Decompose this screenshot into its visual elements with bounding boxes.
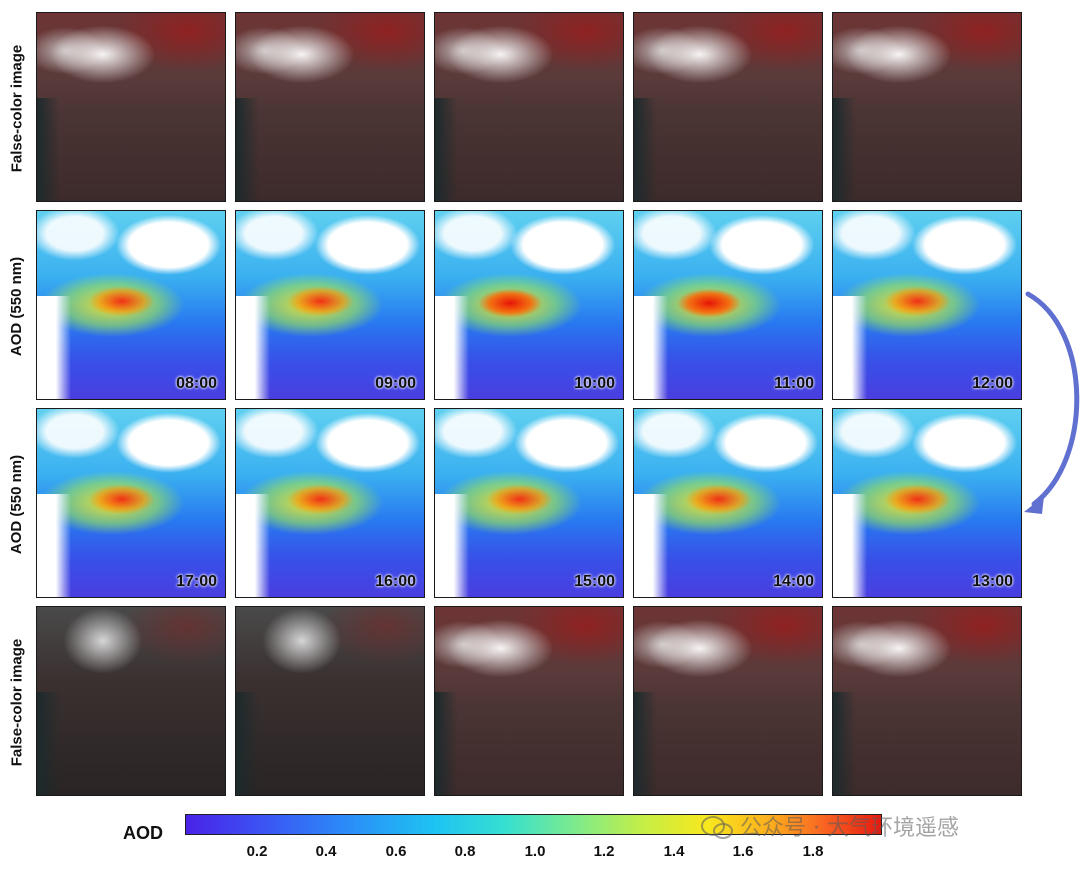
false-color-panel	[832, 12, 1022, 202]
row-label-text: AOD (550 nm)	[8, 454, 26, 554]
colorbar-tick: 1.0	[524, 843, 546, 860]
watermark: 公众号 · 大气环境遥感	[740, 810, 959, 842]
aod-map-panel: 12:00	[832, 210, 1022, 400]
colorbar-tick: 1.4	[663, 843, 685, 860]
row-label-text: False-color image	[8, 638, 26, 766]
wechat-icon	[701, 816, 733, 839]
colorbar-tick: 0.6	[385, 843, 407, 860]
colorbar-tick: 0.8	[454, 843, 476, 860]
row-label-false-color-top: False-color image	[0, 12, 34, 204]
false-color-panel	[633, 12, 823, 202]
colorbar-title: AOD	[123, 823, 163, 843]
time-label: 09:00	[375, 375, 416, 392]
false-color-panel	[434, 606, 624, 796]
colorbar-tick: 0.4	[315, 843, 337, 860]
false-color-panel	[434, 12, 624, 202]
aod-map-panel: 16:00	[235, 408, 425, 598]
aod-map-panel: 08:00	[36, 210, 226, 400]
aod-map-panel: 10:00	[434, 210, 624, 400]
row-label-text: False-color image	[8, 44, 26, 172]
time-label: 15:00	[574, 573, 615, 590]
time-label: 14:00	[773, 573, 814, 590]
time-label: 16:00	[375, 573, 416, 590]
aod-map-panel: 14:00	[633, 408, 823, 598]
colorbar-tick: 1.8	[802, 843, 824, 860]
false-color-panel	[832, 606, 1022, 796]
false-color-panel	[235, 606, 425, 796]
time-label: 08:00	[176, 375, 217, 392]
false-color-panel	[235, 12, 425, 202]
time-label: 12:00	[972, 375, 1013, 392]
false-color-panel	[633, 606, 823, 796]
colorbar-tick: 1.6	[732, 843, 754, 860]
time-label: 10:00	[574, 375, 615, 392]
watermark-text: 公众号 · 大气环境遥感	[740, 816, 959, 841]
row-label-aod-bottom: AOD (550 nm)	[0, 408, 34, 600]
row-label-aod-top: AOD (550 nm)	[0, 210, 34, 402]
row-label-text: AOD (550 nm)	[8, 256, 26, 356]
false-color-panel	[36, 12, 226, 202]
colorbar-tick: 0.2	[246, 843, 268, 860]
time-label: 11:00	[773, 375, 814, 392]
aod-map-panel: 13:00	[832, 408, 1022, 598]
colorbar-tick: 1.2	[593, 843, 615, 860]
time-label: 17:00	[176, 573, 217, 590]
aod-map-panel: 17:00	[36, 408, 226, 598]
row-label-false-color-bottom: False-color image	[0, 606, 34, 798]
curved-arrow-icon	[1024, 291, 1080, 514]
aod-map-panel: 11:00	[633, 210, 823, 400]
aod-map-panel: 15:00	[434, 408, 624, 598]
false-color-panel	[36, 606, 226, 796]
time-label: 13:00	[972, 573, 1013, 590]
aod-colorbar	[185, 814, 882, 835]
aod-map-panel: 09:00	[235, 210, 425, 400]
